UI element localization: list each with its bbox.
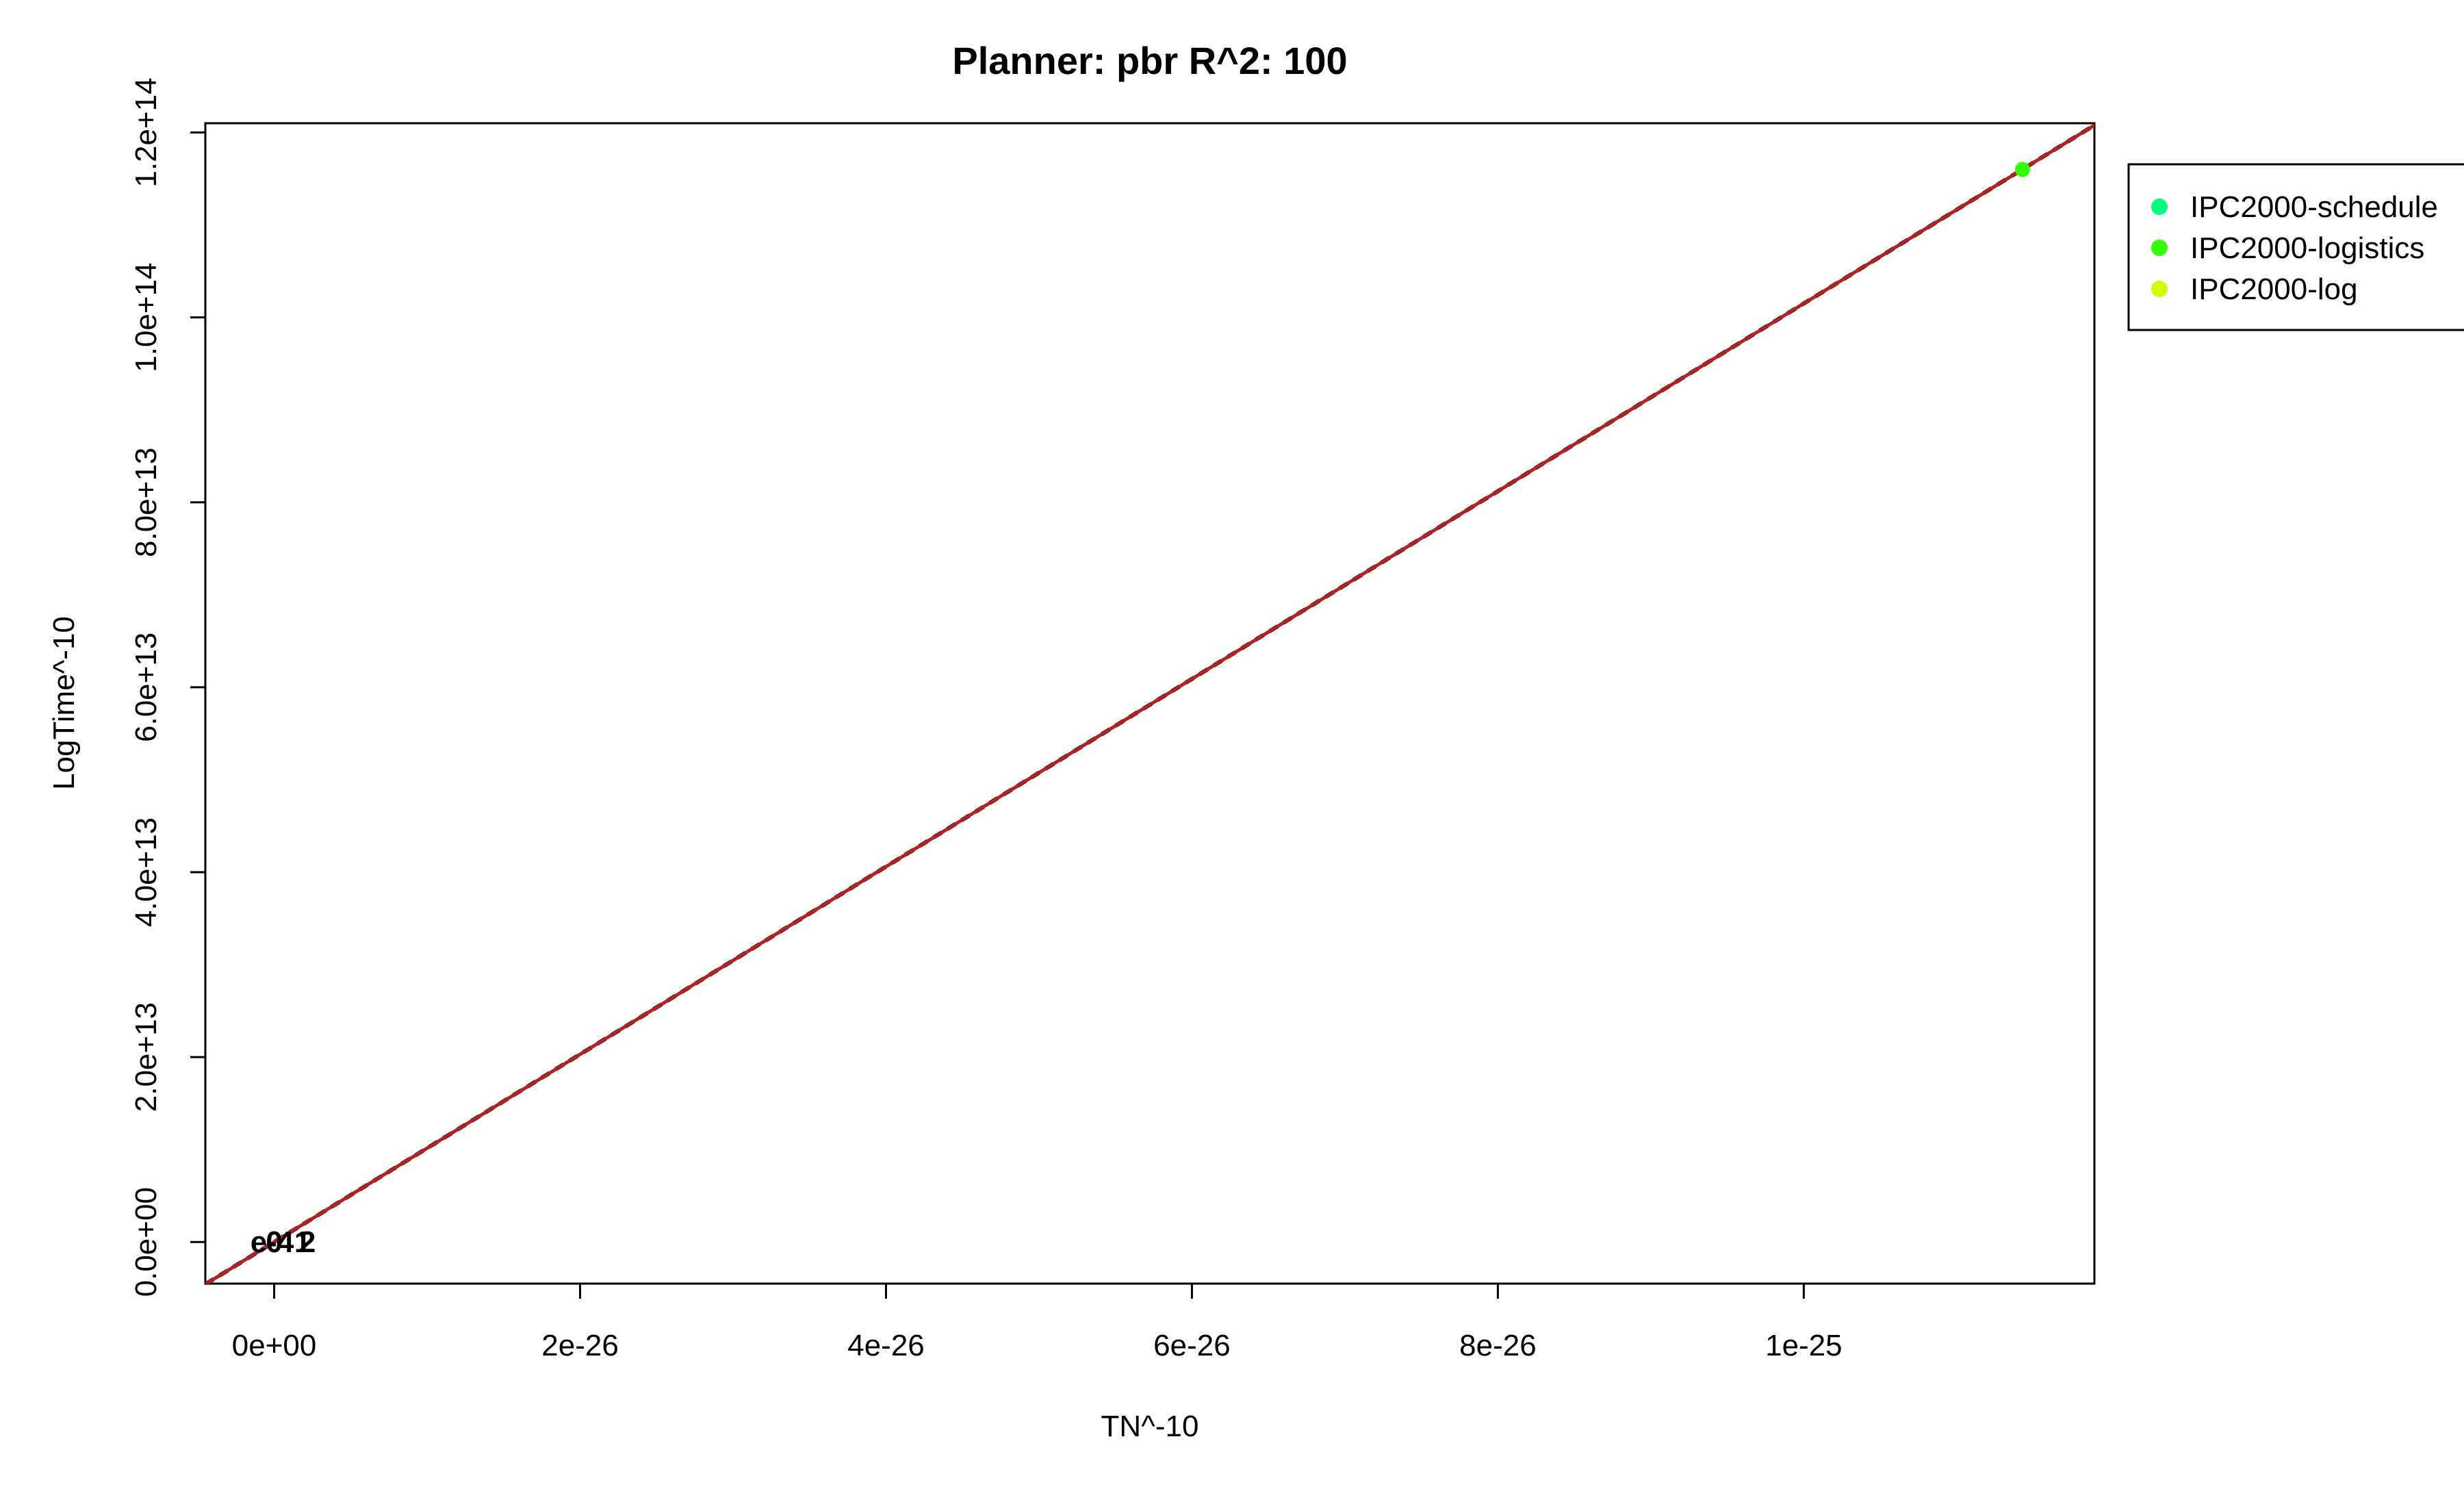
legend-label: IPC2000-schedule bbox=[2190, 190, 2438, 224]
legend-marker bbox=[2151, 281, 2168, 297]
y-tick-label: 4.0e+13 bbox=[129, 817, 163, 927]
y-tick-label: 0.0e+00 bbox=[129, 1187, 163, 1297]
y-tick-label: 1.2e+14 bbox=[129, 77, 163, 187]
x-tick-label: 8e-26 bbox=[1459, 1329, 1537, 1362]
x-tick-label: 6e-26 bbox=[1153, 1329, 1231, 1362]
legend-box bbox=[2127, 163, 2464, 331]
x-tick-label: 4e-26 bbox=[847, 1329, 925, 1362]
y-tick-label: 6.0e+13 bbox=[129, 633, 163, 742]
y-tick-label: 8.0e+13 bbox=[129, 448, 163, 557]
legend-label: IPC2000-log bbox=[2190, 272, 2358, 306]
x-axis-label: TN^-10 bbox=[1101, 1410, 1199, 1443]
y-tick-label: 1.0e+14 bbox=[129, 262, 163, 372]
point-annotations: e-40 12 bbox=[251, 1225, 316, 1259]
fit-line bbox=[205, 123, 2094, 1284]
legend-label: IPC2000-logistics bbox=[2190, 231, 2424, 265]
point-label: e-4 bbox=[251, 1225, 294, 1259]
y-axis-label: LogTime^-10 bbox=[47, 616, 81, 790]
y-axis: 0.0e+00 2.0e+13 4.0e+13 6.0e+13 8.0e+13 1.0e+… bbox=[129, 77, 207, 1297]
x-tick-label: 1e-25 bbox=[1765, 1329, 1843, 1362]
y-tick-label: 2.0e+13 bbox=[129, 1002, 163, 1112]
chart-title: Planner: pbr R^2: 100 bbox=[952, 39, 1347, 82]
x-tick-label: 0e+00 bbox=[232, 1329, 317, 1362]
legend-marker bbox=[2151, 199, 2168, 215]
legend-marker bbox=[2151, 240, 2168, 256]
point-label: 1 bbox=[294, 1225, 311, 1259]
fit-lines bbox=[205, 123, 2094, 1284]
data-points bbox=[2014, 162, 2030, 177]
point-label: 2 bbox=[299, 1225, 316, 1259]
legend: IPC2000-schedule IPC2000-logistics IPC2000… bbox=[2127, 163, 2464, 331]
data-point bbox=[2014, 162, 2030, 177]
x-tick-label: 2e-26 bbox=[541, 1329, 619, 1362]
x-axis: 0e+00 2e-26 4e-26 6e-26 8e-26 1e-25 bbox=[232, 1282, 1843, 1362]
point-label: 0 bbox=[266, 1225, 282, 1259]
